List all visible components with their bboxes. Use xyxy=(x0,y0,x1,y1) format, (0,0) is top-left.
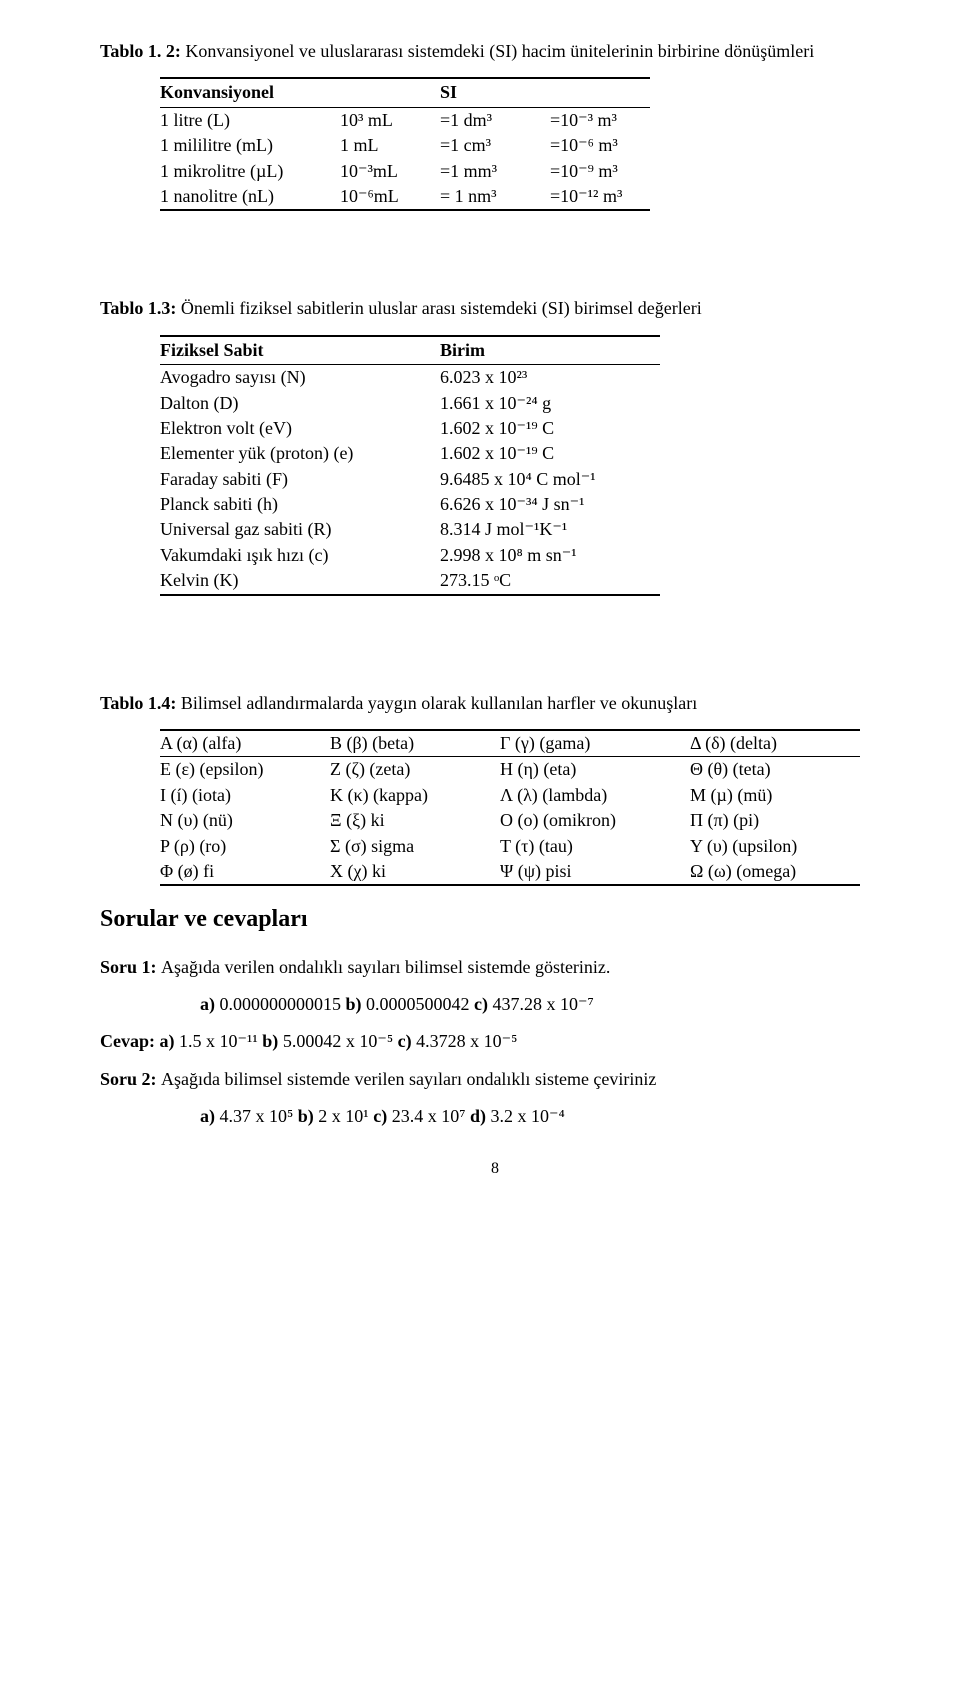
table14-r2c2: Λ (λ) (lambda) xyxy=(500,783,690,808)
table13: Fiziksel Sabit Birim Avogadro sayısı (N)… xyxy=(160,335,660,596)
table14-r1c2: H (η) (eta) xyxy=(500,757,690,783)
table12-caption: Tablo 1. 2: Konvansiyonel ve uluslararas… xyxy=(100,40,890,63)
soru2-text: Aşağıda bilimsel sistemde verilen sayıla… xyxy=(161,1069,656,1089)
table13-caption-text: Önemli fiziksel sabitlerin uluslar arası… xyxy=(176,298,701,318)
table14-caption-text: Bilimsel adlandırmalarda yaygın olarak k… xyxy=(176,693,697,713)
table12-r2c2: =1 mm³ xyxy=(440,159,550,184)
table14-r0c0: A (α) (alfa) xyxy=(160,730,330,757)
soru2-options: a) 4.37 x 10⁵ b) 2 x 10¹ c) 23.4 x 10⁷ d… xyxy=(200,1105,890,1128)
table12-r0c0: 1 litre (L) xyxy=(160,107,340,133)
table14-r0c1: B (β) (beta) xyxy=(330,730,500,757)
table14-r2c3: M (µ) (mü) xyxy=(690,783,860,808)
table14-r1c0: E (ε) (epsilon) xyxy=(160,757,330,783)
table14-r5c3: Ω (ω) (omega) xyxy=(690,859,860,885)
table13-r4c0: Faraday sabiti (F) xyxy=(160,467,440,492)
soru2-label: Soru 2: xyxy=(100,1069,161,1089)
soru1-text: Aşağıda verilen ondalıklı sayıları bilim… xyxy=(161,957,610,977)
table12-label: Tablo 1. 2: xyxy=(100,41,181,61)
table14-r2c1: K (κ) (kappa) xyxy=(330,783,500,808)
table13-r7c1: 2.998 x 10⁸ m sn⁻¹ xyxy=(440,543,660,568)
table13-r2c1: 1.602 x 10⁻¹⁹ C xyxy=(440,416,660,441)
table13-caption: Tablo 1.3: Önemli fiziksel sabitlerin ul… xyxy=(100,297,890,320)
table13-r5c1: 6.626 x 10⁻³⁴ J sn⁻¹ xyxy=(440,492,660,517)
table12-head-3 xyxy=(550,78,650,107)
soru1: Soru 1: Aşağıda verilen ondalıklı sayıla… xyxy=(100,956,890,979)
table13-r8c1: 273.15 ᵒC xyxy=(440,568,660,594)
table13-r2c0: Elektron volt (eV) xyxy=(160,416,440,441)
table13-r3c0: Elementer yük (proton) (e) xyxy=(160,441,440,466)
table12-r3c2: = 1 nm³ xyxy=(440,184,550,210)
table13-r3c1: 1.602 x 10⁻¹⁹ C xyxy=(440,441,660,466)
table12-r2c3: =10⁻⁹ m³ xyxy=(550,159,650,184)
table12-r3c1: 10⁻⁶mL xyxy=(340,184,440,210)
table12-r1c0: 1 mililitre (mL) xyxy=(160,133,340,158)
table13-r6c1: 8.314 J mol⁻¹K⁻¹ xyxy=(440,517,660,542)
table14: A (α) (alfa) B (β) (beta) Γ (γ) (gama) Δ… xyxy=(160,729,860,886)
table12-head-0: Konvansiyonel xyxy=(160,78,340,107)
table14-r4c2: T (τ) (tau) xyxy=(500,834,690,859)
table12-r1c3: =10⁻⁶ m³ xyxy=(550,133,650,158)
table12-r2c0: 1 mikrolitre (µL) xyxy=(160,159,340,184)
table13-r7c0: Vakumdaki ışık hızı (c) xyxy=(160,543,440,568)
cevap1: Cevap: a) 1.5 x 10⁻¹¹ b) 5.00042 x 10⁻⁵ … xyxy=(100,1030,890,1053)
table14-r5c1: X (χ) ki xyxy=(330,859,500,885)
table12-head-1 xyxy=(340,78,440,107)
table14-r3c3: Π (π) (pi) xyxy=(690,808,860,833)
table13-head-0: Fiziksel Sabit xyxy=(160,336,440,365)
table12-r3c0: 1 nanolitre (nL) xyxy=(160,184,340,210)
table13-r6c0: Universal gaz sabiti (R) xyxy=(160,517,440,542)
soru2: Soru 2: Aşağıda bilimsel sistemde verile… xyxy=(100,1068,890,1091)
sorular-heading: Sorular ve cevapları xyxy=(100,904,890,935)
table14-r3c2: O (o) (omikron) xyxy=(500,808,690,833)
table14-r5c0: Φ (ø) fi xyxy=(160,859,330,885)
table13-r5c0: Planck sabiti (h) xyxy=(160,492,440,517)
table12-r0c2: =1 dm³ xyxy=(440,107,550,133)
cevap1-label: Cevap: a) xyxy=(100,1031,179,1051)
table14-r4c1: Σ (σ) sigma xyxy=(330,834,500,859)
table14-r2c0: I (í) (iota) xyxy=(160,783,330,808)
soru1-options: a) 0.000000000015 b) 0.0000500042 c) 437… xyxy=(200,993,890,1016)
table13-r0c1: 6.023 x 10²³ xyxy=(440,365,660,391)
table14-r3c1: Ξ (ξ) ki xyxy=(330,808,500,833)
table12-r3c3: =10⁻¹² m³ xyxy=(550,184,650,210)
table12: Konvansiyonel SI 1 litre (L) 10³ mL =1 d… xyxy=(160,77,650,211)
table14-r5c2: Ψ (ψ) pisi xyxy=(500,859,690,885)
table12-r0c3: =10⁻³ m³ xyxy=(550,107,650,133)
cevap1-text: 1.5 x 10⁻¹¹ b) 5.00042 x 10⁻⁵ c) 4.3728 … xyxy=(179,1031,517,1051)
table12-r2c1: 10⁻³mL xyxy=(340,159,440,184)
table13-label: Tablo 1.3: xyxy=(100,298,176,318)
table14-r1c1: Z (ζ) (zeta) xyxy=(330,757,500,783)
table14-label: Tablo 1.4: xyxy=(100,693,176,713)
table14-r3c0: N (υ) (nü) xyxy=(160,808,330,833)
page-number: 8 xyxy=(100,1159,890,1180)
table13-head-1: Birim xyxy=(440,336,660,365)
table14-caption: Tablo 1.4: Bilimsel adlandırmalarda yayg… xyxy=(100,692,890,715)
table13-r8c0: Kelvin (K) xyxy=(160,568,440,594)
table12-r0c1: 10³ mL xyxy=(340,107,440,133)
table14-r0c2: Γ (γ) (gama) xyxy=(500,730,690,757)
table14-r1c3: Θ (θ) (teta) xyxy=(690,757,860,783)
table12-head-2: SI xyxy=(440,78,550,107)
table12-caption-text: Konvansiyonel ve uluslararası sistemdeki… xyxy=(181,41,814,61)
table13-r0c0: Avogadro sayısı (N) xyxy=(160,365,440,391)
table12-r1c1: 1 mL xyxy=(340,133,440,158)
soru1-label: Soru 1: xyxy=(100,957,161,977)
table13-r1c0: Dalton (D) xyxy=(160,391,440,416)
table12-r1c2: =1 cm³ xyxy=(440,133,550,158)
table13-r4c1: 9.6485 x 10⁴ C mol⁻¹ xyxy=(440,467,660,492)
table14-r4c0: P (ρ) (ro) xyxy=(160,834,330,859)
table13-r1c1: 1.661 x 10⁻²⁴ g xyxy=(440,391,660,416)
table14-r4c3: Y (υ) (upsilon) xyxy=(690,834,860,859)
table14-r0c3: Δ (δ) (delta) xyxy=(690,730,860,757)
